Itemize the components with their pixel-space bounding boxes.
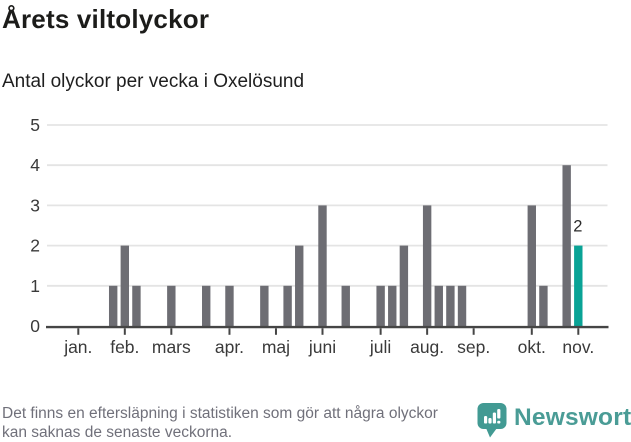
y-tick-label-0: 0 xyxy=(30,316,40,336)
data-lag-footnote: Det finns en eftersläpning i statistiken… xyxy=(2,405,438,441)
bar-week-5 xyxy=(120,245,130,326)
bar-week-31 xyxy=(422,205,432,326)
weekly-accidents-bar-chart: 0 1 2 3 4 5 jan. feb. mars apr. maj juni juli aug. sep… xyxy=(30,115,609,357)
bar-week-41 xyxy=(539,285,548,326)
bar-week-28 xyxy=(388,285,397,326)
x-tick-label-aug: aug. xyxy=(410,337,444,357)
x-tick-label-mars: mars xyxy=(152,337,191,357)
bar-week-22 xyxy=(318,205,327,326)
bar-week-33 xyxy=(446,285,455,326)
y-tick-label-5: 5 xyxy=(30,115,40,135)
bar-week-43 xyxy=(562,165,571,326)
bar-week-34 xyxy=(457,285,467,326)
y-tick-label-2: 2 xyxy=(30,236,40,256)
bar-week-40 xyxy=(527,205,536,326)
bar-week-19 xyxy=(283,285,292,326)
highlight-value-label: 2 xyxy=(573,218,582,236)
x-tick-label-maj: maj xyxy=(262,337,290,357)
bar-week-32 xyxy=(434,285,443,326)
x-tick-label-okt: okt. xyxy=(518,337,546,357)
x-tick-label-juli: juli xyxy=(369,337,391,357)
y-tick-label-1: 1 xyxy=(30,276,40,296)
x-tick-label-apr: apr. xyxy=(215,337,244,357)
bar-week-44 xyxy=(574,245,583,326)
bar-week-24 xyxy=(341,285,350,326)
chart-subtitle: Antal olyckor per vecka i Oxelösund xyxy=(2,71,305,92)
bar-week-27 xyxy=(376,285,385,326)
bar-week-12 xyxy=(202,285,211,326)
y-tick-label-4: 4 xyxy=(30,155,40,175)
y-tick-label-3: 3 xyxy=(30,195,40,215)
x-tick-label-feb: feb. xyxy=(110,337,139,357)
bar-week-14 xyxy=(225,285,234,326)
bar-week-4 xyxy=(108,285,118,326)
x-tick-label-jan: jan. xyxy=(63,337,92,357)
bar-week-20 xyxy=(295,245,304,326)
newsworthy-logo: Newsworthy xyxy=(477,402,631,439)
bar-week-29 xyxy=(399,245,409,326)
newsworthy-logo-text: Newsworthy xyxy=(514,404,631,431)
bar-week-9 xyxy=(167,285,176,326)
bar-week-17 xyxy=(260,285,269,326)
newsworthy-logo-icon xyxy=(477,403,507,438)
x-tick-label-nov: nov. xyxy=(562,337,594,357)
x-tick-label-sep: sep. xyxy=(457,337,490,357)
bar-week-6 xyxy=(132,285,141,326)
x-tick-label-juni: juni xyxy=(308,337,336,357)
chart-title: Årets viltolyckor xyxy=(2,4,210,34)
